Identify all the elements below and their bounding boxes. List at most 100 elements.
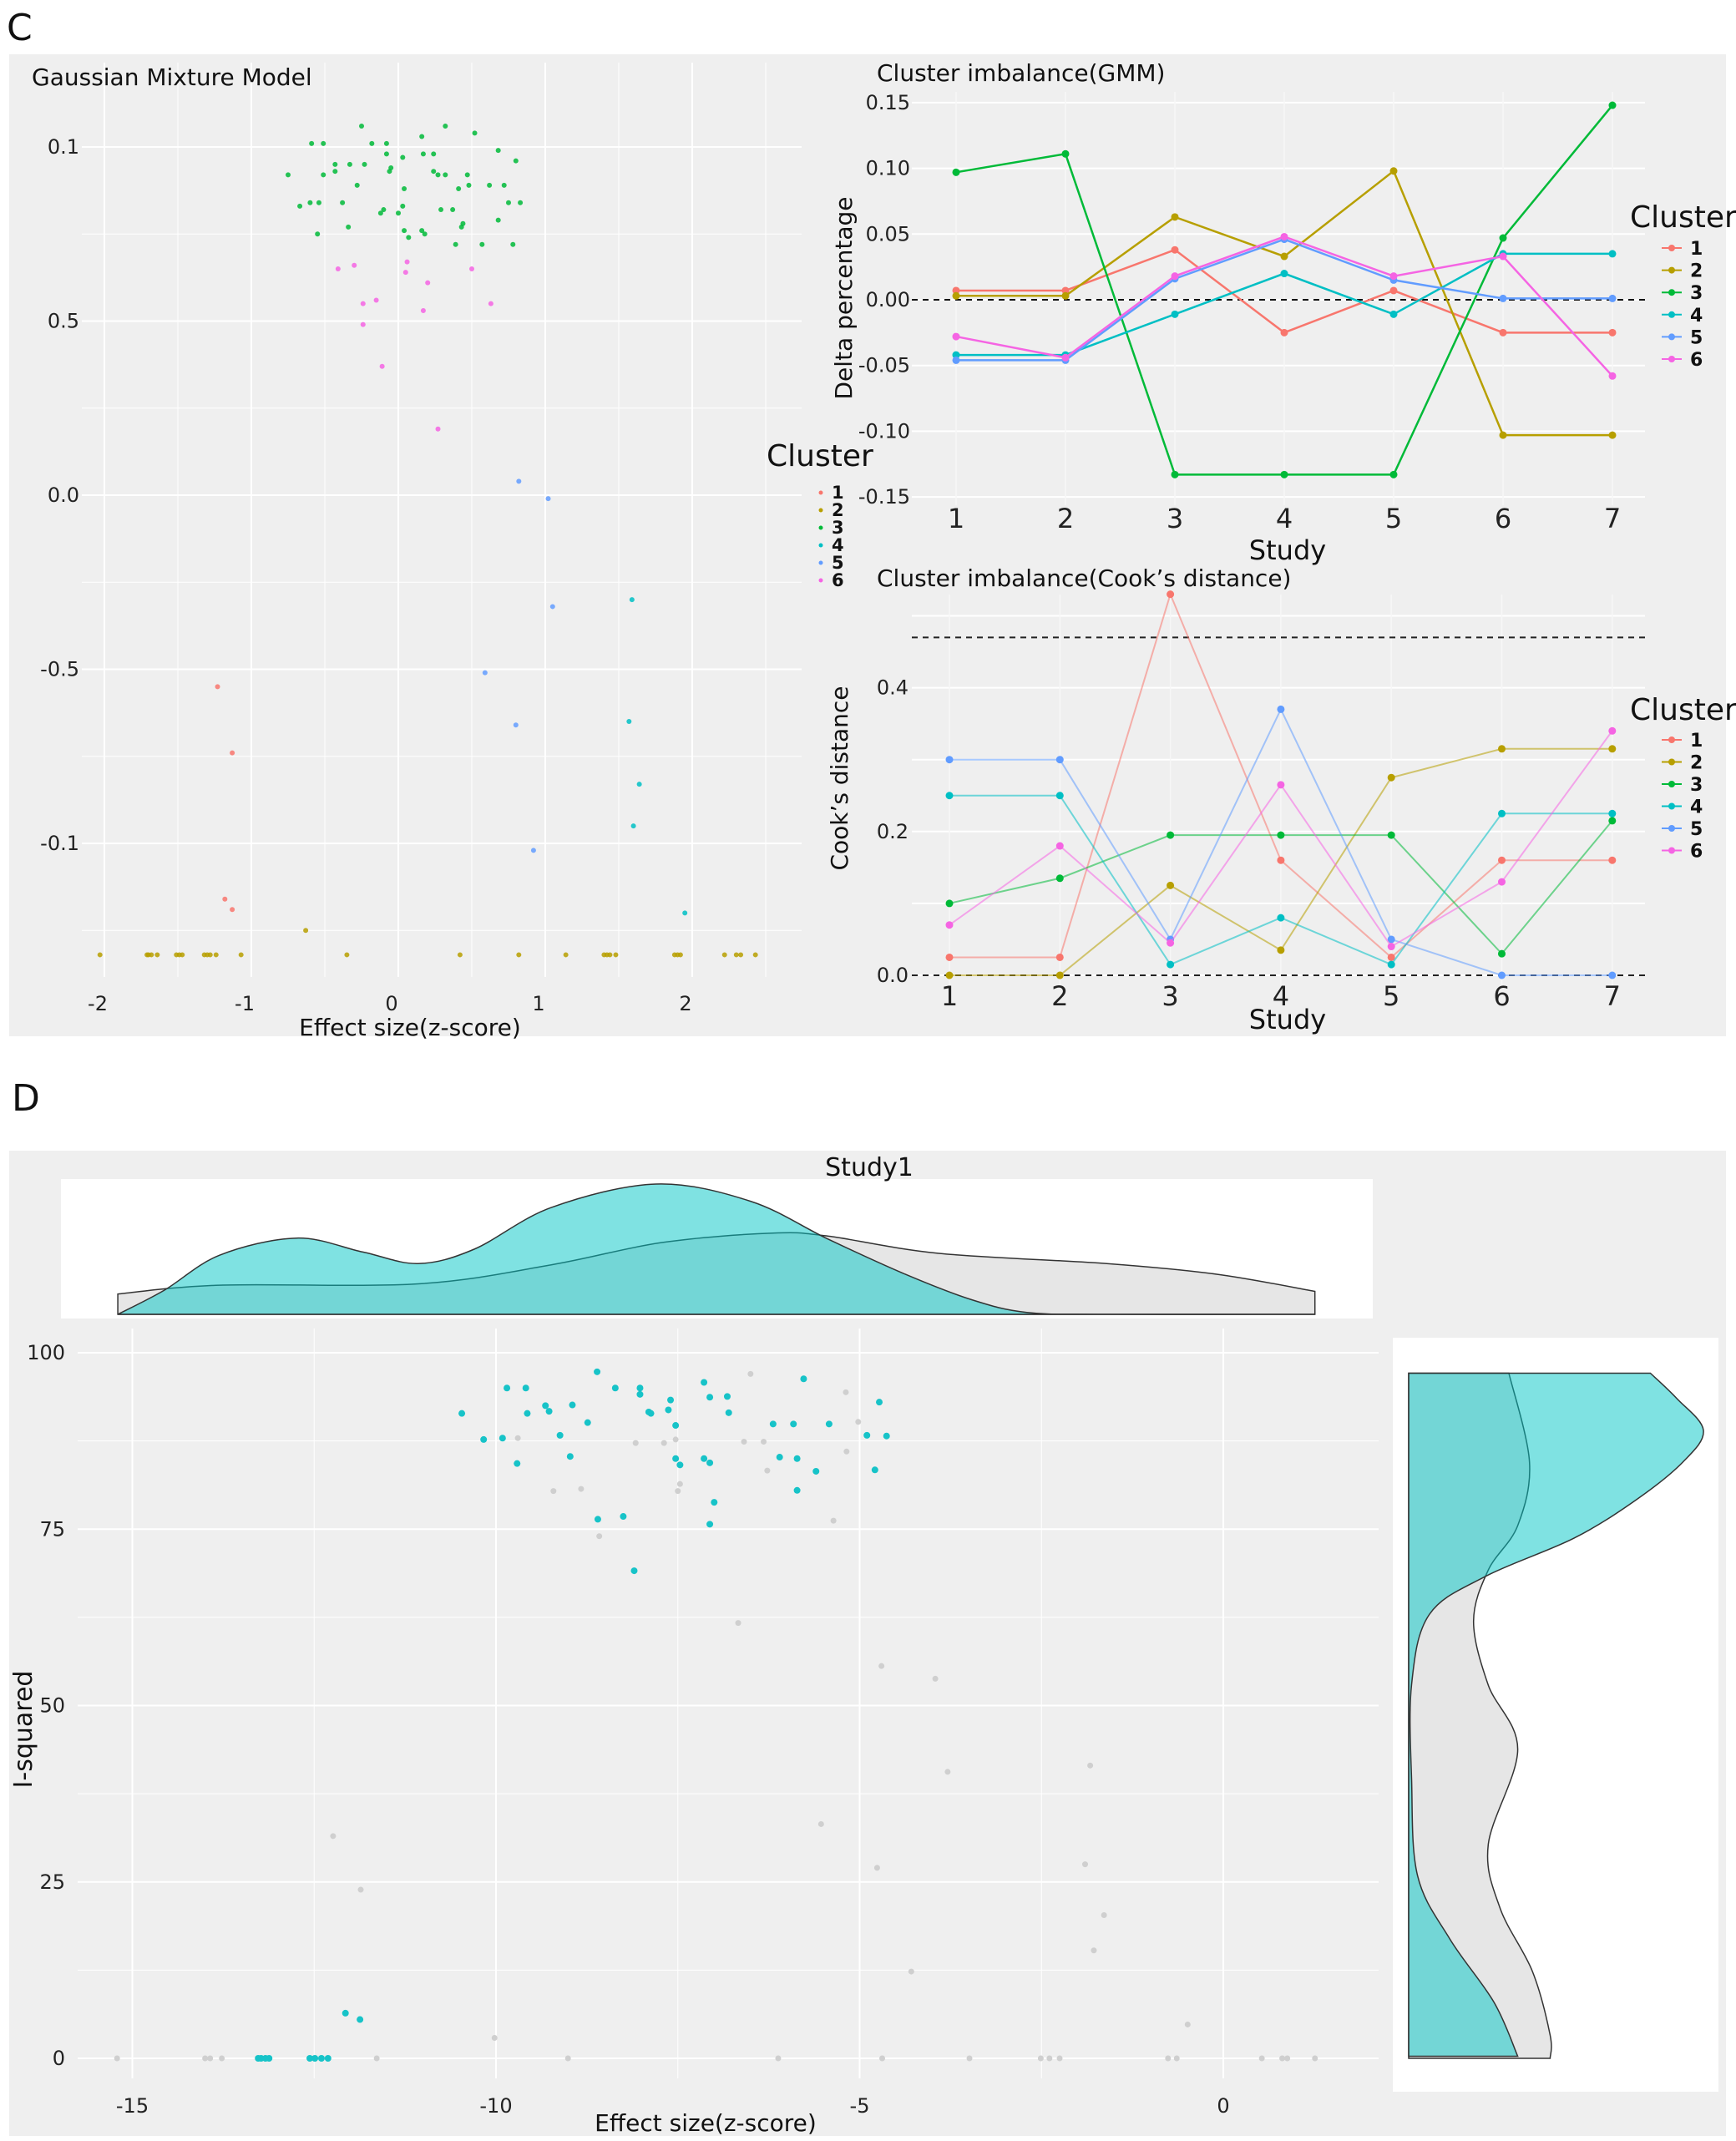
gmm-imbalance-point-cluster-3 <box>1608 101 1617 109</box>
gmm-scatter-point-cluster-2 <box>752 952 758 958</box>
cooks-imbalance-legend-title: Cluster <box>1630 693 1736 727</box>
gmm-scatter-point-cluster-2 <box>677 952 683 958</box>
gmm-scatter-xlabel: Effect size(z-score) <box>299 1014 521 1041</box>
study1-point-other <box>879 2055 886 2062</box>
gmm-scatter-point-cluster-3 <box>501 182 507 188</box>
study1-point-highlight <box>569 1401 576 1409</box>
study1-point-other <box>207 2055 214 2062</box>
cooks-imbalance-title: Cluster imbalance(Cook’s distance) <box>877 564 1291 592</box>
gmm-imbalance-point-cluster-6 <box>952 332 960 341</box>
study1-point-highlight <box>723 1393 731 1400</box>
gmm-imbalance-point-cluster-3 <box>1280 470 1288 478</box>
gmm-imbalance-point-cluster-2 <box>1499 431 1507 439</box>
study1-point-highlight <box>812 1467 820 1475</box>
cooks-imbalance-x-tick-label: 3 <box>1162 980 1178 1012</box>
gmm-scatter-point-cluster-3 <box>419 134 425 139</box>
study1-point-highlight <box>793 1455 801 1462</box>
cooks-imbalance-point-cluster-2 <box>1167 881 1175 889</box>
gmm-scatter-point-cluster-3 <box>396 210 401 216</box>
study1-point-other <box>202 2055 209 2062</box>
gmm-scatter-legend-label: 3 <box>832 518 844 538</box>
cooks-imbalance-point-cluster-3 <box>1387 831 1395 839</box>
cooks-imbalance-point-cluster-1 <box>1498 856 1506 864</box>
gmm-scatter-x-tick-label: -1 <box>235 992 255 1015</box>
chart-layer: -2 -1 0 1 20.10.50.0-0.5-0.1Cluster1234560.1… <box>27 63 1736 2118</box>
cooks-imbalance-point-cluster-1 <box>1055 953 1064 961</box>
gmm-imbalance-point-cluster-2 <box>1608 431 1617 439</box>
gmm-imbalance-point-cluster-1 <box>1280 328 1288 337</box>
study1-point-highlight <box>594 1516 601 1523</box>
gmm-imbalance-point-cluster-4 <box>1389 310 1398 318</box>
gmm-imbalance-point-cluster-1 <box>1608 328 1617 337</box>
gmm-scatter-point-cluster-2 <box>733 952 739 958</box>
gmm-scatter-point-cluster-3 <box>438 207 444 213</box>
gmm-imbalance-point-cluster-5 <box>952 356 960 364</box>
gmm-scatter-point-cluster-1 <box>215 684 220 690</box>
study1-point-other <box>660 1440 667 1446</box>
gmm-imbalance-point-cluster-6 <box>1061 353 1070 362</box>
cooks-imbalance-point-cluster-4 <box>945 792 954 800</box>
cooks-imbalance-point-cluster-6 <box>1387 943 1395 951</box>
cooks-imbalance-legend-label: 4 <box>1690 797 1703 818</box>
gmm-scatter-point-cluster-2 <box>516 952 522 958</box>
study1-point-highlight <box>790 1420 797 1428</box>
gmm-imbalance-point-cluster-6 <box>1608 372 1617 380</box>
gmm-imbalance-legend-key-point <box>1668 289 1675 296</box>
gmm-imbalance-point-cluster-5 <box>1608 294 1617 302</box>
gmm-imbalance-y-tick-label: 0.05 <box>866 222 910 245</box>
cooks-imbalance-point-cluster-3 <box>1277 831 1285 839</box>
gmm-scatter-point-cluster-3 <box>443 123 448 129</box>
gmm-scatter-legend-label: 6 <box>832 570 844 590</box>
study1-point-other <box>735 1620 741 1627</box>
study1-ylabel: I-squared <box>9 1671 38 1789</box>
study1-x-tick-label: -15 <box>116 2094 149 2118</box>
study1-point-highlight <box>504 1384 511 1392</box>
gmm-scatter-x-tick-label: 0 <box>385 992 397 1015</box>
cooks-imbalance-point-cluster-5 <box>1608 971 1617 979</box>
panel-label-c: C <box>7 7 33 49</box>
gmm-scatter-point-cluster-3 <box>340 200 346 205</box>
gmm-scatter-y-tick-label: -0.1 <box>40 832 79 855</box>
study1-point-highlight <box>667 1396 675 1404</box>
gmm-scatter-point-cluster-4 <box>626 719 632 725</box>
gmm-imbalance-point-cluster-3 <box>1389 470 1398 478</box>
study1-point-other <box>1173 2055 1180 2062</box>
gmm-scatter-point-cluster-6 <box>420 307 426 313</box>
cooks-imbalance-point-cluster-6 <box>945 921 954 929</box>
gmm-scatter-point-cluster-3 <box>359 123 364 129</box>
gmm-scatter-point-cluster-3 <box>381 207 387 213</box>
study1-point-other <box>1165 2055 1172 2062</box>
cooks-imbalance-point-cluster-5 <box>945 756 954 764</box>
gmm-imbalance-point-cluster-1 <box>1061 286 1070 295</box>
gmm-scatter-point-cluster-2 <box>154 952 160 958</box>
gmm-scatter-point-cluster-1 <box>230 750 235 756</box>
study1-point-highlight <box>883 1432 890 1440</box>
cooks-imbalance-point-cluster-1 <box>1277 856 1285 864</box>
gmm-scatter-point-cluster-3 <box>435 172 441 178</box>
gmm-scatter-point-cluster-2 <box>344 952 350 958</box>
gmm-scatter-point-cluster-3 <box>362 161 367 167</box>
gmm-scatter-point-cluster-2 <box>613 952 619 958</box>
gmm-scatter-point-cluster-3 <box>316 200 321 205</box>
study1-point-other <box>764 1467 771 1474</box>
gmm-scatter-point-cluster-3 <box>431 151 437 157</box>
gmm-imbalance-point-cluster-4 <box>1171 310 1179 318</box>
gmm-scatter-point-cluster-2 <box>238 952 244 958</box>
cooks-imbalance-legend-key-point <box>1668 802 1675 810</box>
study1-y-tick-label: 0 <box>53 2047 65 2070</box>
gmm-scatter-point-cluster-3 <box>332 161 338 167</box>
gmm-scatter-legend-label: 2 <box>832 500 844 520</box>
gmm-scatter-point-cluster-3 <box>402 228 407 234</box>
gmm-scatter-point-cluster-3 <box>456 186 462 192</box>
gmm-scatter-point-cluster-3 <box>307 200 313 205</box>
cooks-imbalance-point-cluster-5 <box>1498 971 1506 979</box>
gmm-scatter-legend-key <box>818 578 823 583</box>
gmm-scatter-point-cluster-3 <box>510 241 516 247</box>
study1-point-highlight <box>711 1499 718 1506</box>
study1-point-other <box>1279 2055 1286 2062</box>
gmm-scatter-point-cluster-2 <box>303 928 309 934</box>
study1-point-highlight <box>620 1513 627 1521</box>
gmm-imbalance-legend-label: 2 <box>1690 261 1703 282</box>
study1-point-highlight <box>514 1460 521 1467</box>
gmm-scatter-point-cluster-3 <box>443 172 448 178</box>
